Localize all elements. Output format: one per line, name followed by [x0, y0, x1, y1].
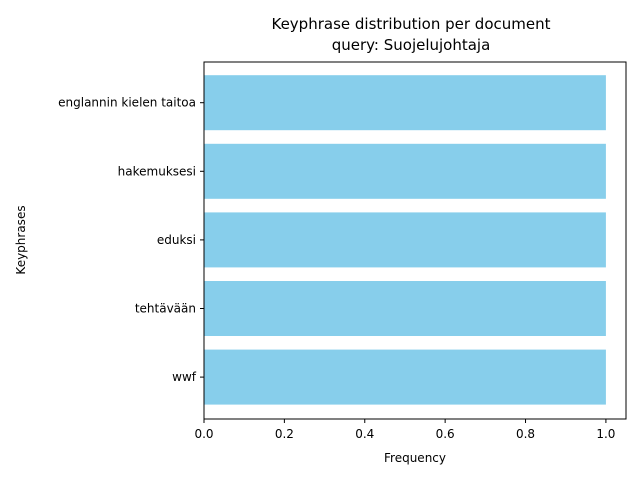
chart-subtitle: query: Suojelujohtaja — [332, 36, 491, 54]
y-tick-label: eduksi — [157, 233, 196, 247]
bar — [204, 281, 606, 336]
bars-group — [204, 75, 606, 405]
x-tick-label: 0.4 — [355, 427, 374, 441]
bar — [204, 143, 606, 199]
x-ticks-group: 0.0 0.2 0.4 0.6 0.8 1.0 — [194, 419, 615, 441]
bar — [204, 75, 606, 131]
y-tick-label: hakemuksesi — [118, 164, 196, 178]
bar — [204, 212, 606, 268]
x-axis-label: Frequency — [384, 451, 446, 465]
x-tick-label: 0.2 — [275, 427, 294, 441]
y-tick-label: tehtävään — [135, 302, 196, 316]
plot-frame — [203, 61, 627, 420]
bar — [204, 349, 606, 405]
x-tick-label: 0.6 — [436, 427, 455, 441]
y-ticks-group: englannin kielen taitoa hakemuksesi eduksi… — [58, 96, 204, 384]
y-axis-label: Keyphrases — [14, 205, 28, 274]
y-tick-label: englannin kielen taitoa — [58, 96, 196, 110]
chart-title: Keyphrase distribution per document — [271, 15, 550, 33]
y-tick-label: wwf — [172, 370, 197, 384]
x-tick-label: 1.0 — [596, 427, 615, 441]
x-tick-label: 0.8 — [516, 427, 535, 441]
x-tick-label: 0.0 — [194, 427, 213, 441]
